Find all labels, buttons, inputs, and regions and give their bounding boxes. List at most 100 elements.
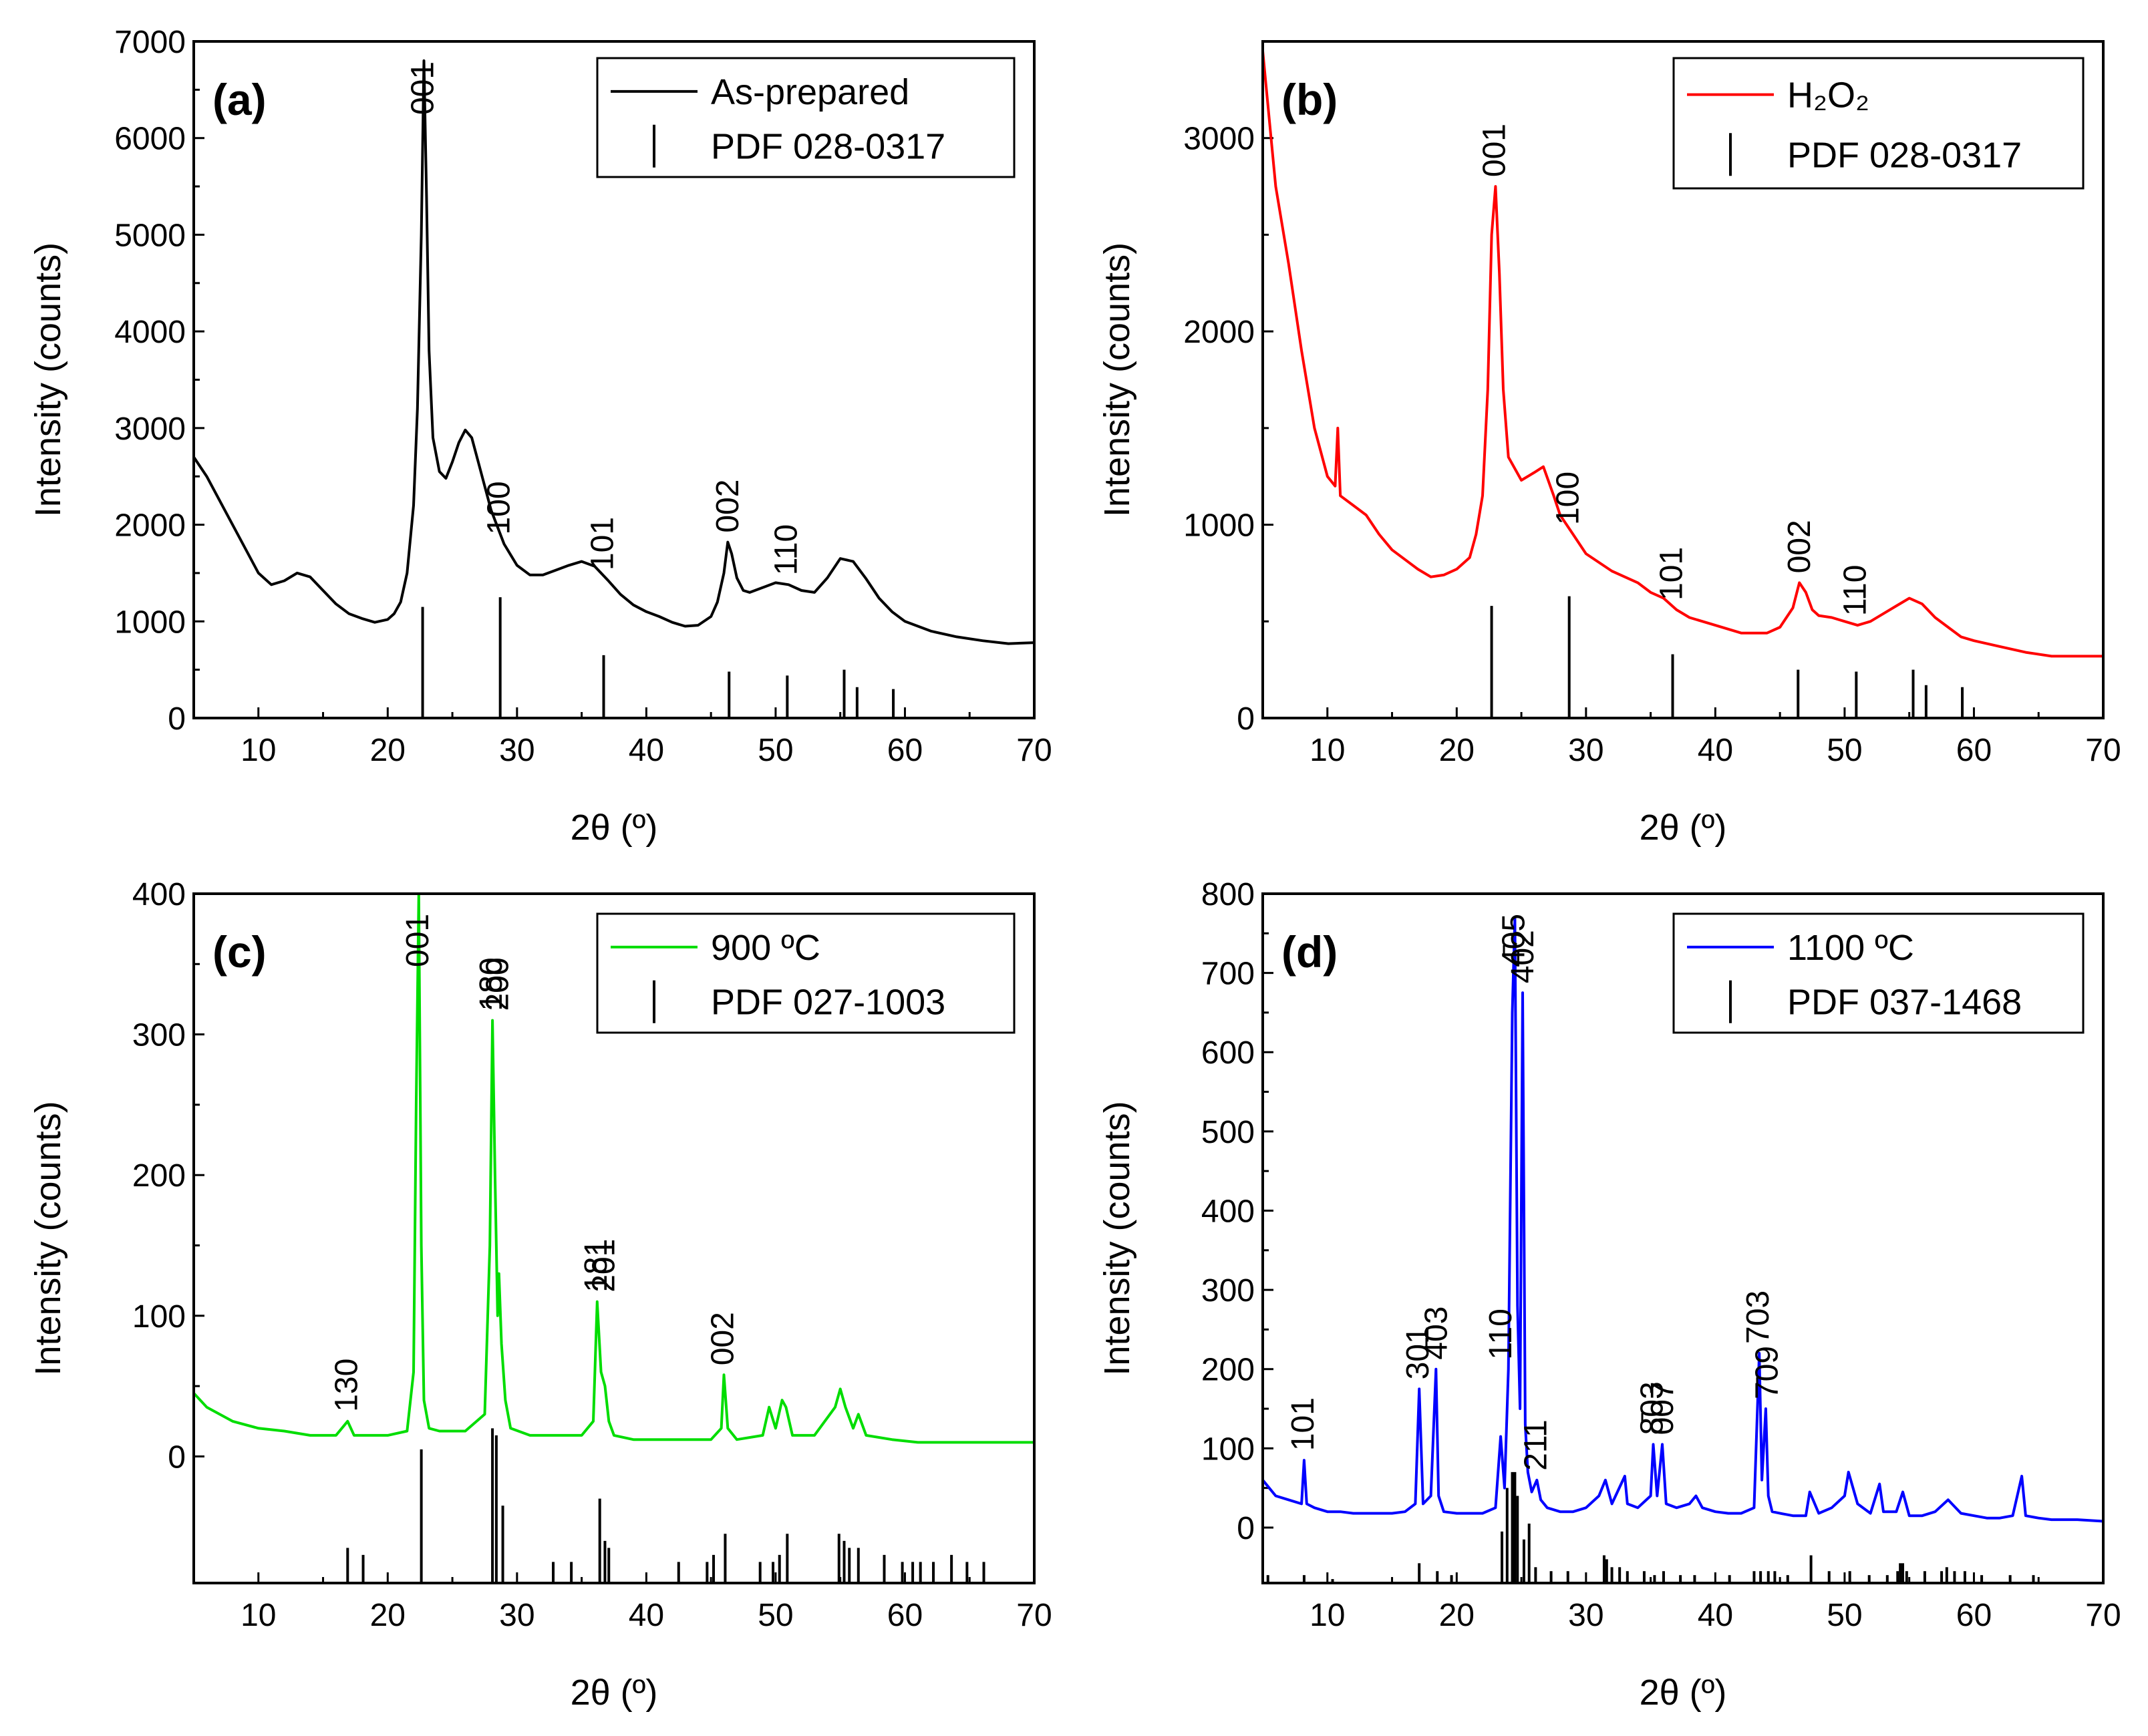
legend: 900 ºC PDF 027-1003 — [596, 912, 1016, 1034]
peak-index-label: 8̄03 — [1634, 1381, 1670, 1435]
x-tick-label: 60 — [1956, 733, 1992, 768]
x-tick-label: 70 — [1016, 1598, 1052, 1633]
series-line — [192, 59, 1035, 645]
legend-label: 900 ºC — [711, 928, 820, 968]
plot-frame — [1261, 892, 2105, 1584]
x-axis-label: 2θ (º) — [571, 808, 658, 848]
x-tick-label: 20 — [370, 1598, 406, 1633]
peak-index-label: 180 — [474, 957, 509, 1011]
y-tick-label: 3000 — [1183, 122, 1255, 157]
peak-index-label: 4̄05 — [1496, 914, 1531, 967]
x-tick-label: 70 — [2085, 733, 2121, 768]
plot-frame — [192, 892, 1036, 1584]
x-tick-label: 30 — [1568, 733, 1603, 768]
peak-index-label: 002 — [1782, 520, 1817, 573]
legend: H₂O₂ PDF 028-0317 — [1672, 57, 2085, 190]
x-tick-label: 10 — [241, 1598, 276, 1633]
panel-label: (b) — [1281, 75, 1338, 124]
x-tick-label: 30 — [499, 1598, 534, 1633]
x-axis-label: 2θ (º) — [571, 1673, 658, 1713]
peak-index-label: 100 — [1551, 472, 1586, 525]
y-tick-label: 600 — [1201, 1035, 1255, 1071]
series-line — [1261, 51, 2103, 658]
legend-label: H₂O₂ — [1787, 75, 1869, 116]
legend: 1100 ºC PDF 037-1468 — [1672, 912, 2085, 1034]
y-tick-label: 300 — [132, 1018, 186, 1053]
y-tick-label: 2000 — [114, 508, 186, 544]
peak-index-label: 301 — [1400, 1326, 1436, 1379]
x-tick-label: 40 — [629, 1598, 664, 1633]
y-tick-label: 0 — [168, 1439, 186, 1475]
x-tick-label: 50 — [1827, 1598, 1862, 1633]
x-tick-label: 40 — [629, 733, 664, 768]
peak-index-label: 001 — [1477, 124, 1512, 177]
peak-index-label: 7̄09 — [1750, 1346, 1785, 1399]
x-tick-label: 20 — [1439, 1598, 1475, 1633]
y-tick-label: 0 — [1237, 701, 1255, 737]
peak-index-label: 001 — [400, 914, 436, 967]
peak-index-label: 200 — [480, 957, 516, 1011]
x-tick-label: 10 — [241, 733, 276, 768]
peak-index-label: 101 — [1285, 1397, 1321, 1451]
peak-index-label: 201 — [586, 1239, 621, 1292]
x-tick-label: 60 — [887, 733, 923, 768]
x-tick-label: 30 — [499, 733, 534, 768]
x-tick-label: 40 — [1698, 733, 1733, 768]
y-tick-label: 400 — [132, 877, 186, 912]
x-tick-label: 30 — [1568, 1598, 1603, 1633]
peak-index-label: 007 — [1645, 1381, 1680, 1435]
chart-panel-c: 10 20 30 40 50 60 7001002003004001300011802001… — [28, 877, 1052, 1713]
x-tick-label: 50 — [1827, 733, 1862, 768]
peak-index-label: 211 — [1518, 1419, 1553, 1471]
x-tick-label: 60 — [1956, 1598, 1992, 1633]
peak-index-label: 110 — [768, 524, 804, 576]
legend-label: PDF 037-1468 — [1787, 983, 2022, 1023]
legend-label: 1100 ºC — [1787, 928, 1914, 968]
y-tick-label: 7000 — [114, 25, 186, 60]
legend-label: PDF 027-1003 — [711, 983, 945, 1023]
legend-label: PDF 028-0317 — [711, 127, 945, 167]
legend-label: As-prepared — [711, 72, 909, 112]
y-tick-label: 1000 — [114, 604, 186, 640]
panel-label: (c) — [212, 927, 267, 977]
chart-panel-d: 10 20 30 40 50 60 7001002003004005006007008001… — [1097, 877, 2121, 1713]
panel-label: (a) — [212, 75, 267, 124]
peak-index-label: 110 — [1483, 1309, 1519, 1360]
peak-index-label: 4̄03 — [1418, 1307, 1454, 1360]
peak-index-label: 002 — [710, 480, 746, 533]
peak-index-label: 130 — [329, 1359, 364, 1412]
y-tick-label: 100 — [132, 1299, 186, 1335]
legend-box — [596, 57, 1016, 178]
peak-index-label: 100 — [482, 481, 517, 534]
legend-box — [1672, 57, 2085, 190]
peak-index-label: 002 — [706, 1312, 741, 1365]
y-tick-label: 4000 — [114, 315, 186, 350]
x-tick-label: 70 — [1016, 733, 1052, 768]
y-axis-label: Intensity (counts) — [28, 242, 68, 517]
x-tick-label: 20 — [1439, 733, 1475, 768]
x-axis-label: 2θ (º) — [1640, 808, 1727, 848]
x-tick-label: 40 — [1698, 1598, 1733, 1633]
chart-panel-b: 10 20 30 40 50 60 70 0 1000 2000 3000 001 100 101 002 1… — [1097, 40, 2121, 848]
peak-index-label: 402 — [1505, 930, 1541, 983]
y-tick-label: 200 — [132, 1158, 186, 1194]
y-tick-label: 2000 — [1183, 315, 1255, 350]
y-axis-label: Intensity (counts) — [28, 1101, 68, 1375]
peak-index-label: 001 — [405, 61, 440, 115]
legend-label: PDF 028-0317 — [1787, 135, 2022, 175]
x-tick-label: 10 — [1310, 733, 1345, 768]
y-tick-label: 300 — [1201, 1273, 1255, 1309]
x-tick-label: 10 — [1310, 1598, 1345, 1633]
x-tick-label: 60 — [887, 1598, 923, 1633]
chart-panel-a: 10 20 30 40 50 60 70 0 1000 2000 3000 4000 5000 6000 7… — [28, 25, 1052, 848]
y-tick-label: 6000 — [114, 122, 186, 157]
plot-frame — [192, 40, 1036, 719]
y-tick-label: 700 — [1201, 957, 1255, 992]
legend: As-prepared PDF 028-0317 — [596, 57, 1016, 178]
y-tick-label: 0 — [1237, 1511, 1255, 1546]
series-line — [192, 892, 1034, 1444]
x-axis-label: 2θ (º) — [1640, 1673, 1727, 1713]
y-tick-label: 400 — [1201, 1194, 1255, 1229]
peak-index-label: 101 — [585, 517, 621, 570]
